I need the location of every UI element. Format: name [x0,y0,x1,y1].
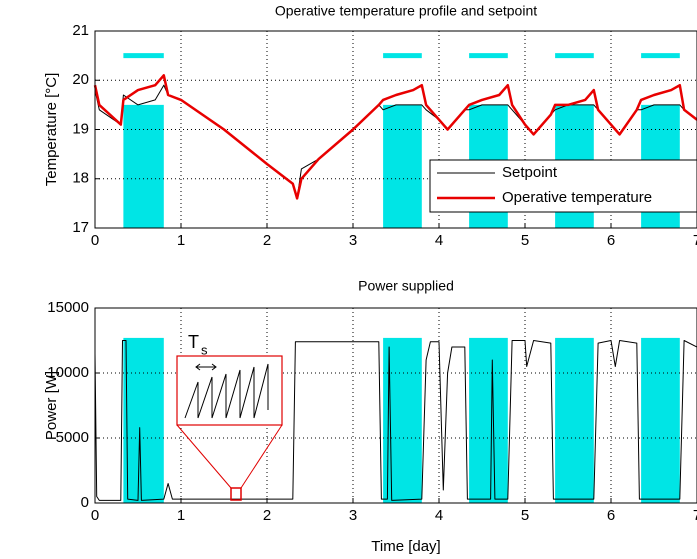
x-tick-label: 7 [693,507,697,524]
chart-title: Power supplied [358,278,454,294]
x-tick-label: 6 [607,232,615,249]
occupancy-band [123,104,164,228]
occupancy-band [123,337,164,503]
x-tick-label: 2 [263,507,271,524]
legend: Setpoint Operative temperature [429,159,697,213]
zoom-connector [240,424,283,489]
x-tick-label: 2 [263,232,271,249]
y-tick-label: 10000 [47,364,89,381]
y-tick-label: 5000 [56,429,89,446]
y-tick-label: 15000 [47,299,89,316]
x-tick-label: 7 [693,232,697,249]
y-tick-label: 17 [72,219,89,236]
x-tick-label: 5 [521,232,529,249]
occupancy-band [555,337,594,503]
y-tick-label: 20 [72,71,89,88]
occupancy-band [641,337,680,503]
x-tick-label: 4 [435,507,443,524]
x-tick-label: 1 [177,507,185,524]
legend-label: Operative temperature [502,189,652,206]
inset-frame [176,355,283,426]
y-tick-label: 0 [81,494,89,511]
x-tick-label: 1 [177,232,185,249]
x-tick-label: 5 [521,507,529,524]
x-tick-label: 3 [349,232,357,249]
inset: T s [176,332,283,501]
y-tick-label: 18 [72,170,89,187]
annotation: T [188,332,199,352]
y-tick-label: 19 [72,120,89,137]
y-axis-label: Temperature [°C] [43,73,60,187]
x-tick-label: 0 [91,507,99,524]
y-axis-label: Power [W] [43,371,60,440]
occupancy-band [469,337,508,503]
chart-title: Operative temperature profile and setpoi… [275,3,537,19]
inset-sawtooth [184,363,269,419]
legend-label: Setpoint [502,164,558,181]
x-tick-label: 0 [91,232,99,249]
annotation-subscript: s [201,342,208,357]
x-axis-label: Time [day] [371,538,440,555]
arrow-head [195,363,201,371]
x-tick-label: 4 [435,232,443,249]
arrow-head [211,363,217,371]
zoom-connector [176,424,232,489]
series-line [93,74,697,200]
y-tick-label: 21 [72,22,89,39]
x-tick-label: 3 [349,507,357,524]
occupancy-band [383,104,422,228]
x-tick-label: 6 [607,507,615,524]
legend-frame [429,159,697,213]
plot-frame [94,30,697,229]
plot-frame [94,307,697,504]
series-line [94,340,697,501]
zoom-box [230,487,242,501]
